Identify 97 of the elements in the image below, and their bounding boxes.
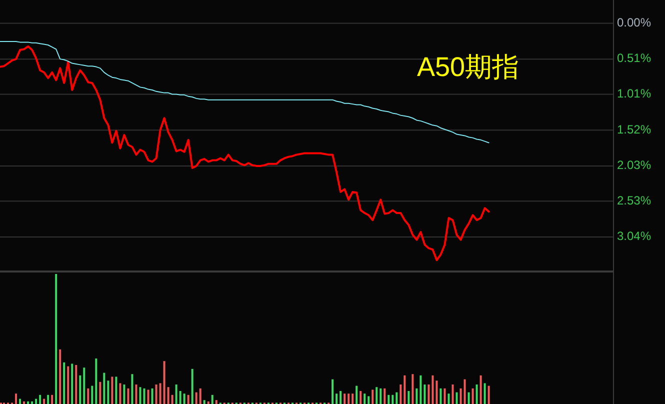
bar [27,401,30,404]
bar [356,386,358,404]
y-tick-label: 2.03% [617,158,652,172]
bar [63,362,66,404]
bar [336,394,338,404]
bar [348,394,350,404]
bar [39,394,42,404]
bar [207,401,210,404]
bar [392,394,394,404]
bar [87,388,90,404]
bar [35,398,38,404]
bar [388,394,390,404]
bar [171,394,174,404]
bar [191,368,194,404]
bar [364,394,366,404]
bar [396,392,398,404]
bar [115,376,118,404]
y-tick-label: 1.01% [617,86,652,100]
bar [167,387,170,404]
bar [107,380,110,404]
bar [159,383,162,404]
bar [127,388,130,404]
bar [123,384,126,404]
bar [460,388,462,404]
bar [131,374,134,404]
bar [480,375,482,404]
bar [215,400,218,404]
bar [452,384,454,404]
bar [476,384,478,404]
bar [199,388,202,404]
bar [424,384,426,404]
bar [19,398,22,404]
bar [360,391,362,404]
bar [47,394,50,404]
bar [368,396,370,404]
bar [332,379,334,404]
bar [195,392,198,404]
bar [79,375,82,404]
bar [103,372,106,404]
bar [428,384,430,404]
bar [376,387,378,404]
bar [23,401,26,404]
bar [440,388,442,404]
bar [468,392,470,404]
bar [420,375,422,404]
bar [95,358,98,404]
bar [83,368,86,404]
bar [380,388,382,404]
bar [412,374,414,404]
bar [43,398,46,404]
bar [384,388,386,404]
bar [91,386,94,404]
bar [432,375,434,404]
bar [187,394,190,404]
bar [464,379,466,404]
bar [400,384,402,404]
y-tick-label: 0.51% [617,51,652,66]
bar [67,366,70,404]
bar [344,394,346,404]
y-tick-label: 0.00% [617,15,652,30]
bar [135,384,138,404]
y-tick-label: 3.04% [617,229,652,244]
bar [352,394,354,404]
y-tick-label: 2.53% [617,193,652,208]
bar [372,390,374,404]
y-tick-label: 1.52% [617,122,652,136]
bar [59,349,62,404]
bar [416,388,418,404]
bar [179,391,182,404]
bar [456,392,458,404]
bar [139,387,142,404]
bar [404,375,406,404]
bar [155,384,158,404]
bar [75,365,78,404]
bar [71,364,74,404]
bar [147,390,150,404]
bar [183,394,186,404]
bar [175,384,178,404]
bar [99,382,102,404]
bar [488,386,490,404]
bar [203,400,206,404]
bar [408,391,410,404]
bar [55,274,58,404]
bar [472,388,474,404]
bar [119,383,122,404]
bar [448,394,450,404]
bar [111,376,114,404]
bar [143,388,146,404]
bar [51,394,54,404]
bar [340,391,342,404]
bar [484,383,486,404]
bar [436,380,438,404]
bar [163,361,166,404]
bar [151,388,154,404]
text: A50期指 [417,52,520,82]
bar [444,388,446,404]
bar [211,394,214,404]
